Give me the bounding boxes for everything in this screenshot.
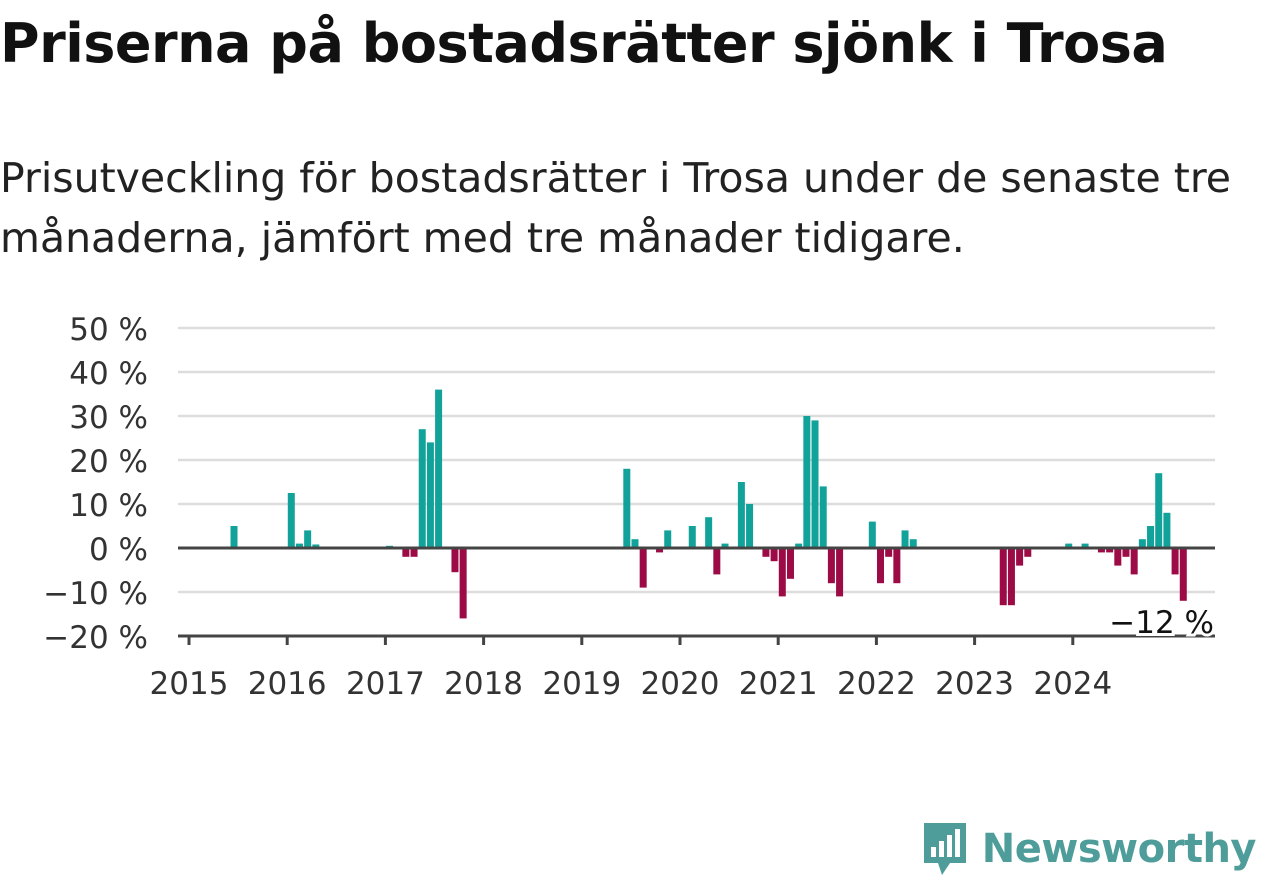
bar [1106, 548, 1114, 553]
bar [1163, 512, 1171, 548]
bar [295, 543, 303, 548]
bar [1147, 526, 1155, 548]
bar [836, 548, 844, 597]
bar [1081, 543, 1089, 548]
bar [786, 548, 794, 579]
bar [1007, 548, 1015, 606]
bar [623, 468, 631, 548]
y-tick-label: 40 % [69, 356, 148, 392]
x-tick-label: 2017 [346, 666, 425, 702]
bar [1065, 543, 1073, 548]
x-tick-label: 2022 [837, 666, 916, 702]
bar [1155, 473, 1163, 548]
bar [803, 416, 811, 548]
bar [737, 482, 745, 548]
bar [705, 517, 713, 548]
bar [901, 530, 909, 548]
bar [451, 548, 459, 573]
bar [999, 548, 1007, 606]
y-tick-label: −20 % [43, 620, 148, 656]
bar [885, 548, 893, 557]
bar [639, 548, 647, 588]
bar [893, 548, 901, 584]
y-tick-label: 20 % [69, 444, 148, 480]
bar [418, 429, 426, 548]
bar [664, 530, 672, 548]
bar [410, 548, 418, 557]
bar [312, 544, 320, 548]
bars [230, 389, 1187, 619]
bar [459, 548, 467, 619]
bar [909, 539, 917, 548]
bar [819, 486, 827, 548]
brand-logo: Newsworthy [920, 818, 1257, 880]
x-tick-label: 2023 [935, 666, 1014, 702]
bar [426, 442, 434, 548]
y-tick-label: 50 % [69, 312, 148, 348]
bar [1016, 548, 1024, 566]
chart-title: Priserna på bostadsrätter sjönk i Trosa [0, 12, 1168, 75]
bar [713, 548, 721, 575]
bar [778, 548, 786, 597]
y-tick-label: 0 % [89, 532, 148, 568]
y-tick-label: 30 % [69, 400, 148, 436]
bar [304, 530, 312, 548]
bar [746, 504, 754, 548]
bar [811, 420, 819, 548]
bar [795, 543, 803, 548]
bar [287, 493, 295, 548]
x-tick-label: 2020 [641, 666, 720, 702]
y-tick-label: −10 % [43, 576, 148, 612]
brand-name: Newsworthy [981, 826, 1257, 872]
bar [1138, 539, 1146, 548]
bar [827, 548, 835, 584]
bar [402, 548, 410, 557]
x-tick-label: 2024 [1033, 666, 1112, 702]
bar [631, 539, 639, 548]
bar [1130, 548, 1138, 575]
bar [1024, 548, 1032, 557]
grid-lines [178, 326, 1215, 594]
newsworthy-logo-icon [923, 823, 966, 875]
chart-subtitle: Prisutveckling för bostadsrätter i Trosa… [0, 154, 1232, 262]
y-tick-label: 10 % [69, 488, 148, 524]
bar [770, 548, 778, 562]
bar [721, 543, 729, 548]
bar [1097, 548, 1105, 553]
bar [1171, 548, 1179, 575]
bar [1114, 548, 1122, 566]
bar [1122, 548, 1130, 557]
x-tick-label: 2019 [542, 666, 621, 702]
bar [762, 548, 770, 557]
x-tick-label: 2021 [739, 666, 818, 702]
x-axis: 2015 2016 2017 2018 2019 2020 2021 2022 2023 2024 [150, 546, 1215, 702]
x-tick-label: 2018 [444, 666, 523, 702]
bar [230, 526, 238, 548]
bar [435, 389, 443, 548]
bar [688, 526, 696, 548]
bar [656, 548, 664, 553]
y-axis-labels: −20 % −10 % 0 % 10 % 20 % 30 % 40 % 50 % [43, 312, 148, 656]
last-value-label: −12 % [1109, 605, 1214, 641]
bar [868, 521, 876, 548]
last-value-annotation: −12 % [1106, 602, 1217, 644]
x-tick-label: 2015 [150, 666, 229, 702]
x-tick-label: 2016 [248, 666, 327, 702]
bar [876, 548, 884, 584]
bar [1179, 548, 1187, 601]
